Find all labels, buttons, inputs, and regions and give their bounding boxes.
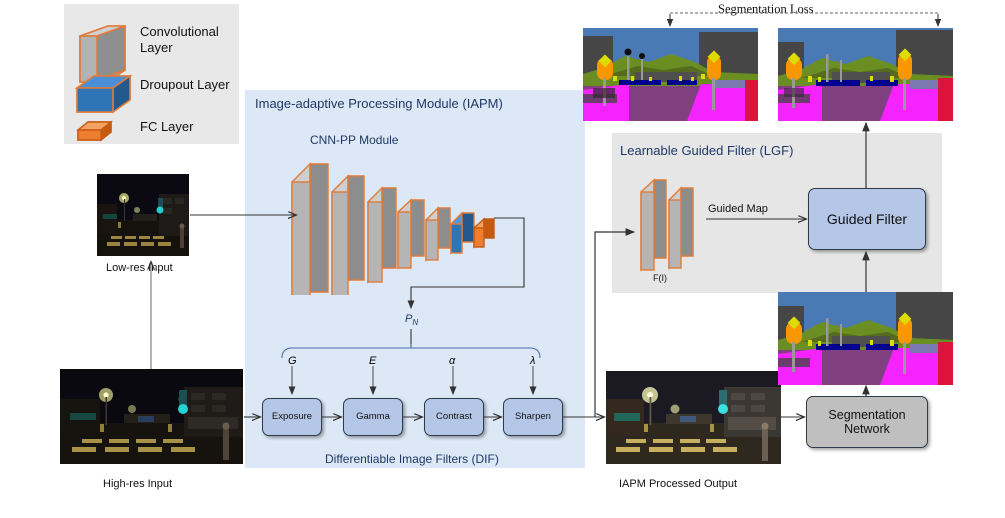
dif-filter-gamma[interactable]: Gamma <box>343 398 403 436</box>
legend-item-fc: FC Layer <box>130 119 193 135</box>
segmentation-network-box[interactable]: Segmentation Network <box>806 396 928 448</box>
iapm-title: Image-adaptive Processing Module (IAPM) <box>255 96 503 111</box>
guided-map-label: Guided Map <box>708 203 768 215</box>
legend-conv-label-line1: Convolutional <box>140 24 219 39</box>
dif-title: Differentiable Image Filters (DIF) <box>325 452 499 466</box>
dif-param-g: G <box>288 355 297 367</box>
legend-item-dropout: Droupout Layer <box>130 77 230 93</box>
segmentation-loss-label: Segmentation Loss <box>718 2 814 16</box>
legend-conv-label-line2: Layer <box>140 40 173 56</box>
dif-param-alpha: α <box>449 355 456 367</box>
conv-layer-icon <box>78 24 128 91</box>
legend-dropout-label: Droupout Layer <box>140 77 230 92</box>
dif-filter-sharpen[interactable]: Sharpen <box>503 398 563 436</box>
dif-filter-contrast-label: Contrast <box>436 410 472 422</box>
guided-filter-label: Guided Filter <box>826 210 908 227</box>
segmentation-map-bottom <box>778 292 953 385</box>
dif-filter-sharpen-label: Sharpen <box>515 410 551 422</box>
legend-fc-label: FC Layer <box>140 119 194 134</box>
iapm-output-caption: IAPM Processed Output <box>619 478 737 490</box>
dif-filter-contrast[interactable]: Contrast <box>424 398 484 436</box>
lgf-feature-label: F(I) <box>653 273 667 283</box>
dif-filter-exposure[interactable]: Exposure <box>262 398 322 436</box>
cnnpp-title: CNN-PP Module <box>310 133 399 147</box>
dif-param-e: E <box>369 355 377 367</box>
dif-filter-gamma-label: Gamma <box>356 410 390 422</box>
dropout-layer-icon <box>74 70 134 119</box>
parameter-node-symbol: P <box>405 313 413 325</box>
segnet-label-line1: Segmentation <box>828 407 906 422</box>
parameter-node-subscript: N <box>412 318 419 328</box>
dif-filter-exposure-label: Exposure <box>271 410 313 422</box>
dif-param-lambda: λ <box>530 355 536 367</box>
high-res-input-image <box>60 369 243 464</box>
parameter-node-label: PN <box>405 313 418 327</box>
guided-filter-box[interactable]: Guided Filter <box>808 188 926 250</box>
low-res-input-image <box>97 174 189 256</box>
lgf-feature-layers <box>638 172 708 282</box>
segmentation-map-right <box>778 28 953 121</box>
lgf-title: Learnable Guided Filter (LGF) <box>620 143 794 158</box>
legend-item-conv: Convolutional Layer <box>130 24 235 57</box>
fc-layer-icon <box>76 118 116 149</box>
segnet-label-line2: Network <box>844 422 890 436</box>
low-res-input-caption: Low-res Input <box>106 262 173 274</box>
cnnpp-layer-stack <box>288 150 503 312</box>
segmentation-map-left <box>583 28 758 121</box>
high-res-input-caption: High-res Input <box>103 478 173 490</box>
iapm-output-image <box>606 371 781 464</box>
